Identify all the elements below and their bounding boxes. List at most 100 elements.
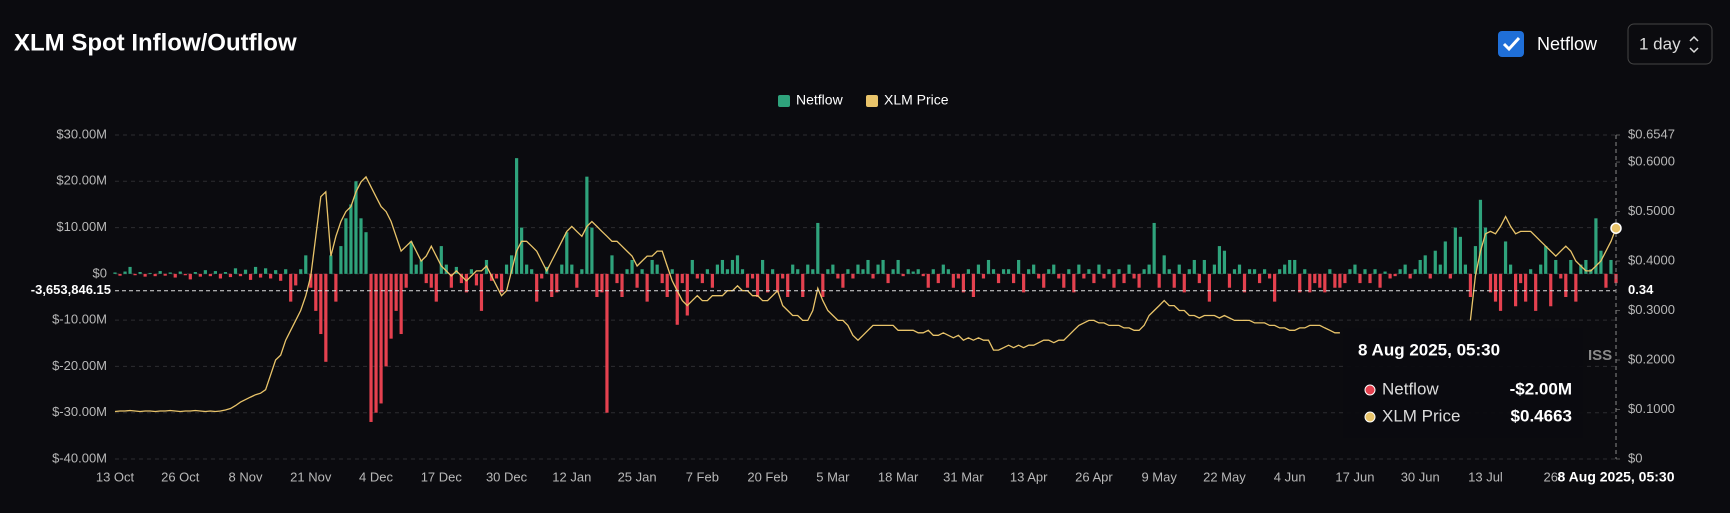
- bar: [1564, 273, 1568, 297]
- bar: [936, 273, 940, 284]
- bar: [861, 269, 865, 274]
- bar: [640, 269, 644, 274]
- bar: [535, 273, 539, 302]
- bar: [1142, 269, 1146, 274]
- bar: [745, 273, 750, 288]
- bar: [1428, 273, 1432, 279]
- x-tick-label: 8 Aug 2025, 05:30: [1558, 469, 1675, 485]
- bar: [1242, 273, 1247, 293]
- bar: [1569, 259, 1573, 274]
- y-tick-label: $-10.00M: [52, 312, 107, 327]
- bar: [1077, 264, 1081, 274]
- y2-tick-label: $0.4000: [1628, 252, 1675, 267]
- x-tick-label: 5 Mar: [816, 469, 850, 484]
- bar: [916, 269, 920, 274]
- bar: [1343, 273, 1347, 284]
- y2-tick-label: $0.3000: [1628, 302, 1675, 317]
- bar: [610, 255, 614, 274]
- bar: [469, 269, 474, 274]
- bar: [509, 255, 514, 274]
- bar: [1468, 273, 1473, 297]
- bar: [494, 273, 499, 279]
- bar: [630, 259, 634, 274]
- x-tick-label: 4 Dec: [359, 469, 393, 484]
- bar: [329, 255, 333, 274]
- legend-label[interactable]: Netflow: [796, 92, 844, 108]
- bar: [178, 271, 182, 274]
- bar: [515, 158, 519, 274]
- bar: [324, 273, 328, 362]
- bar: [1604, 273, 1608, 288]
- bar: [173, 273, 177, 278]
- bar: [766, 273, 770, 293]
- bar: [1001, 269, 1006, 274]
- tooltip-series: Netflow: [1382, 379, 1439, 398]
- legend-swatch: [778, 95, 790, 107]
- bar: [1237, 264, 1242, 274]
- bar: [590, 227, 594, 274]
- legend-label[interactable]: XLM Price: [884, 92, 949, 108]
- interval-label[interactable]: 1 day: [1639, 34, 1681, 53]
- bar: [951, 273, 955, 288]
- bar: [525, 264, 529, 274]
- bar: [811, 269, 815, 274]
- bar: [1549, 273, 1553, 307]
- bar: [243, 269, 248, 274]
- bar: [971, 273, 976, 297]
- bar: [1584, 259, 1588, 274]
- bar: [856, 264, 860, 274]
- bar: [650, 259, 654, 274]
- bar: [1132, 273, 1136, 279]
- bar: [1438, 264, 1442, 274]
- bar: [1027, 269, 1031, 274]
- bar: [961, 273, 965, 293]
- bar: [1197, 273, 1201, 284]
- bar: [1293, 259, 1297, 274]
- bar: [1599, 250, 1603, 274]
- y2-tick-label: $0.6547: [1628, 126, 1675, 141]
- bar: [1398, 269, 1402, 274]
- bar: [1473, 246, 1478, 274]
- bar: [771, 269, 775, 274]
- bar: [605, 273, 609, 413]
- bar: [148, 272, 152, 274]
- bar: [1338, 273, 1342, 288]
- checkbox[interactable]: [1498, 31, 1524, 57]
- bar: [921, 273, 925, 277]
- bar: [796, 269, 800, 274]
- x-tick-label: 26: [1544, 469, 1558, 484]
- bar: [941, 264, 945, 274]
- bar: [1353, 264, 1357, 274]
- y-tick-label: $20.00M: [56, 173, 107, 188]
- bar: [1534, 273, 1538, 311]
- bar: [550, 273, 554, 297]
- tooltip-value: $0.4663: [1511, 406, 1572, 425]
- interval-dropdown[interactable]: [1627, 23, 1713, 65]
- bar: [1037, 273, 1041, 279]
- bar: [1383, 271, 1387, 274]
- y2-tick-label: $0.2000: [1628, 351, 1675, 366]
- bar: [580, 269, 584, 274]
- bar: [1333, 273, 1337, 288]
- y2-tick-label: $0.6000: [1628, 154, 1675, 169]
- checkbox-label[interactable]: Netflow: [1537, 34, 1598, 54]
- bar: [685, 273, 689, 316]
- bar: [1102, 273, 1106, 279]
- x-tick-label: 9 May: [1141, 469, 1177, 484]
- bar: [816, 222, 820, 274]
- bar: [1483, 227, 1488, 274]
- bar: [1524, 273, 1528, 302]
- bar: [1413, 269, 1417, 274]
- bar: [1232, 269, 1237, 274]
- x-tick-label: 18 Mar: [878, 469, 919, 484]
- bar: [1574, 273, 1578, 302]
- bar: [1032, 264, 1036, 274]
- bar: [208, 273, 212, 277]
- bar: [585, 176, 589, 274]
- bar: [976, 264, 981, 274]
- bar: [123, 271, 127, 274]
- bar: [168, 272, 172, 274]
- bar: [886, 273, 890, 284]
- tooltip-series: XLM Price: [1382, 406, 1460, 425]
- watermark: ISS: [1588, 347, 1612, 364]
